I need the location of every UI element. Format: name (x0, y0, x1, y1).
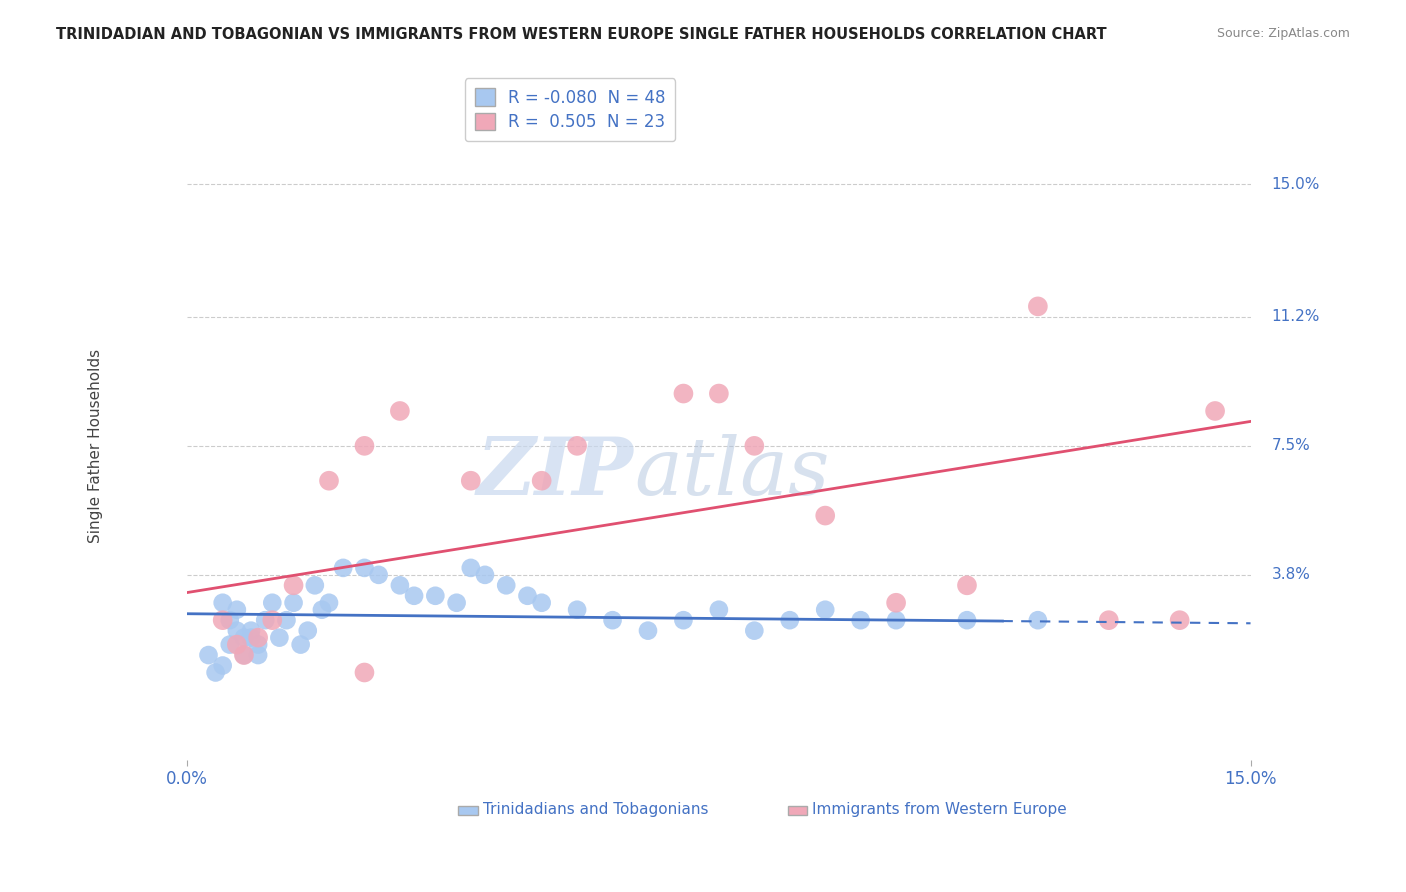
Point (353, 665, 375, 680)
Point (744, 624, 766, 638)
Point (233, 648, 256, 662)
Point (290, 638, 312, 652)
Point (233, 648, 256, 662)
Point (446, 596, 468, 610)
Point (225, 638, 247, 652)
Point (283, 578, 305, 592)
Point (602, 613, 624, 627)
Point (211, 658, 233, 673)
Point (367, 567, 389, 582)
Point (218, 613, 240, 627)
Point (211, 596, 233, 610)
Point (744, 439, 766, 453)
Text: ZIP: ZIP (477, 434, 634, 512)
Point (233, 631, 256, 645)
Point (262, 596, 284, 610)
Point (247, 638, 270, 652)
Point (353, 439, 375, 453)
Point (318, 596, 340, 610)
Text: Single Father Households: Single Father Households (87, 349, 103, 543)
Point (707, 603, 730, 617)
Point (1168, 613, 1191, 627)
FancyBboxPatch shape (458, 806, 478, 814)
Point (304, 578, 326, 592)
Point (707, 386, 730, 401)
Point (672, 613, 695, 627)
Point (460, 474, 482, 488)
Point (779, 613, 801, 627)
Text: atlas: atlas (634, 434, 830, 512)
Point (530, 474, 553, 488)
Point (247, 648, 270, 662)
Point (225, 603, 247, 617)
Point (637, 624, 659, 638)
Point (204, 665, 226, 680)
Point (404, 589, 426, 603)
Point (197, 648, 219, 662)
Point (849, 613, 872, 627)
Point (530, 596, 553, 610)
Point (297, 624, 319, 638)
Point (884, 613, 907, 627)
Point (516, 589, 538, 603)
FancyBboxPatch shape (787, 806, 807, 814)
Text: 11.2%: 11.2% (1272, 310, 1320, 325)
Point (565, 603, 588, 617)
Text: TRINIDADIAN AND TOBAGONIAN VS IMMIGRANTS FROM WESTERN EUROPE SINGLE FATHER HOUSE: TRINIDADIAN AND TOBAGONIAN VS IMMIGRANTS… (56, 27, 1107, 42)
Point (353, 561, 375, 575)
Text: Trinidadians and Tobagonians: Trinidadians and Tobagonians (482, 802, 709, 817)
Point (814, 603, 837, 617)
Text: Source: ZipAtlas.com: Source: ZipAtlas.com (1216, 27, 1350, 40)
Point (1204, 404, 1226, 418)
Point (474, 567, 496, 582)
Point (1026, 613, 1049, 627)
Point (388, 404, 411, 418)
Point (276, 613, 298, 627)
Point (814, 508, 837, 523)
Point (318, 474, 340, 488)
Point (240, 631, 263, 645)
Point (218, 638, 240, 652)
Point (225, 624, 247, 638)
Point (565, 439, 588, 453)
Text: Immigrants from Western Europe: Immigrants from Western Europe (813, 802, 1067, 817)
Text: 15.0%: 15.0% (1272, 177, 1320, 192)
Point (1098, 613, 1121, 627)
Point (247, 631, 270, 645)
Point (211, 613, 233, 627)
Text: 3.8%: 3.8% (1272, 567, 1310, 582)
Point (332, 561, 354, 575)
Point (460, 561, 482, 575)
Point (254, 613, 277, 627)
Legend: R = -0.080  N = 48, R =  0.505  N = 23: R = -0.080 N = 48, R = 0.505 N = 23 (464, 78, 675, 142)
Point (884, 596, 907, 610)
Point (283, 596, 305, 610)
Point (311, 603, 333, 617)
Point (425, 589, 447, 603)
Text: 7.5%: 7.5% (1272, 438, 1310, 453)
Point (1026, 299, 1049, 313)
Point (956, 613, 979, 627)
Point (240, 624, 263, 638)
Point (672, 386, 695, 401)
Point (262, 613, 284, 627)
Point (495, 578, 517, 592)
Point (388, 578, 411, 592)
Point (269, 631, 291, 645)
Point (956, 578, 979, 592)
